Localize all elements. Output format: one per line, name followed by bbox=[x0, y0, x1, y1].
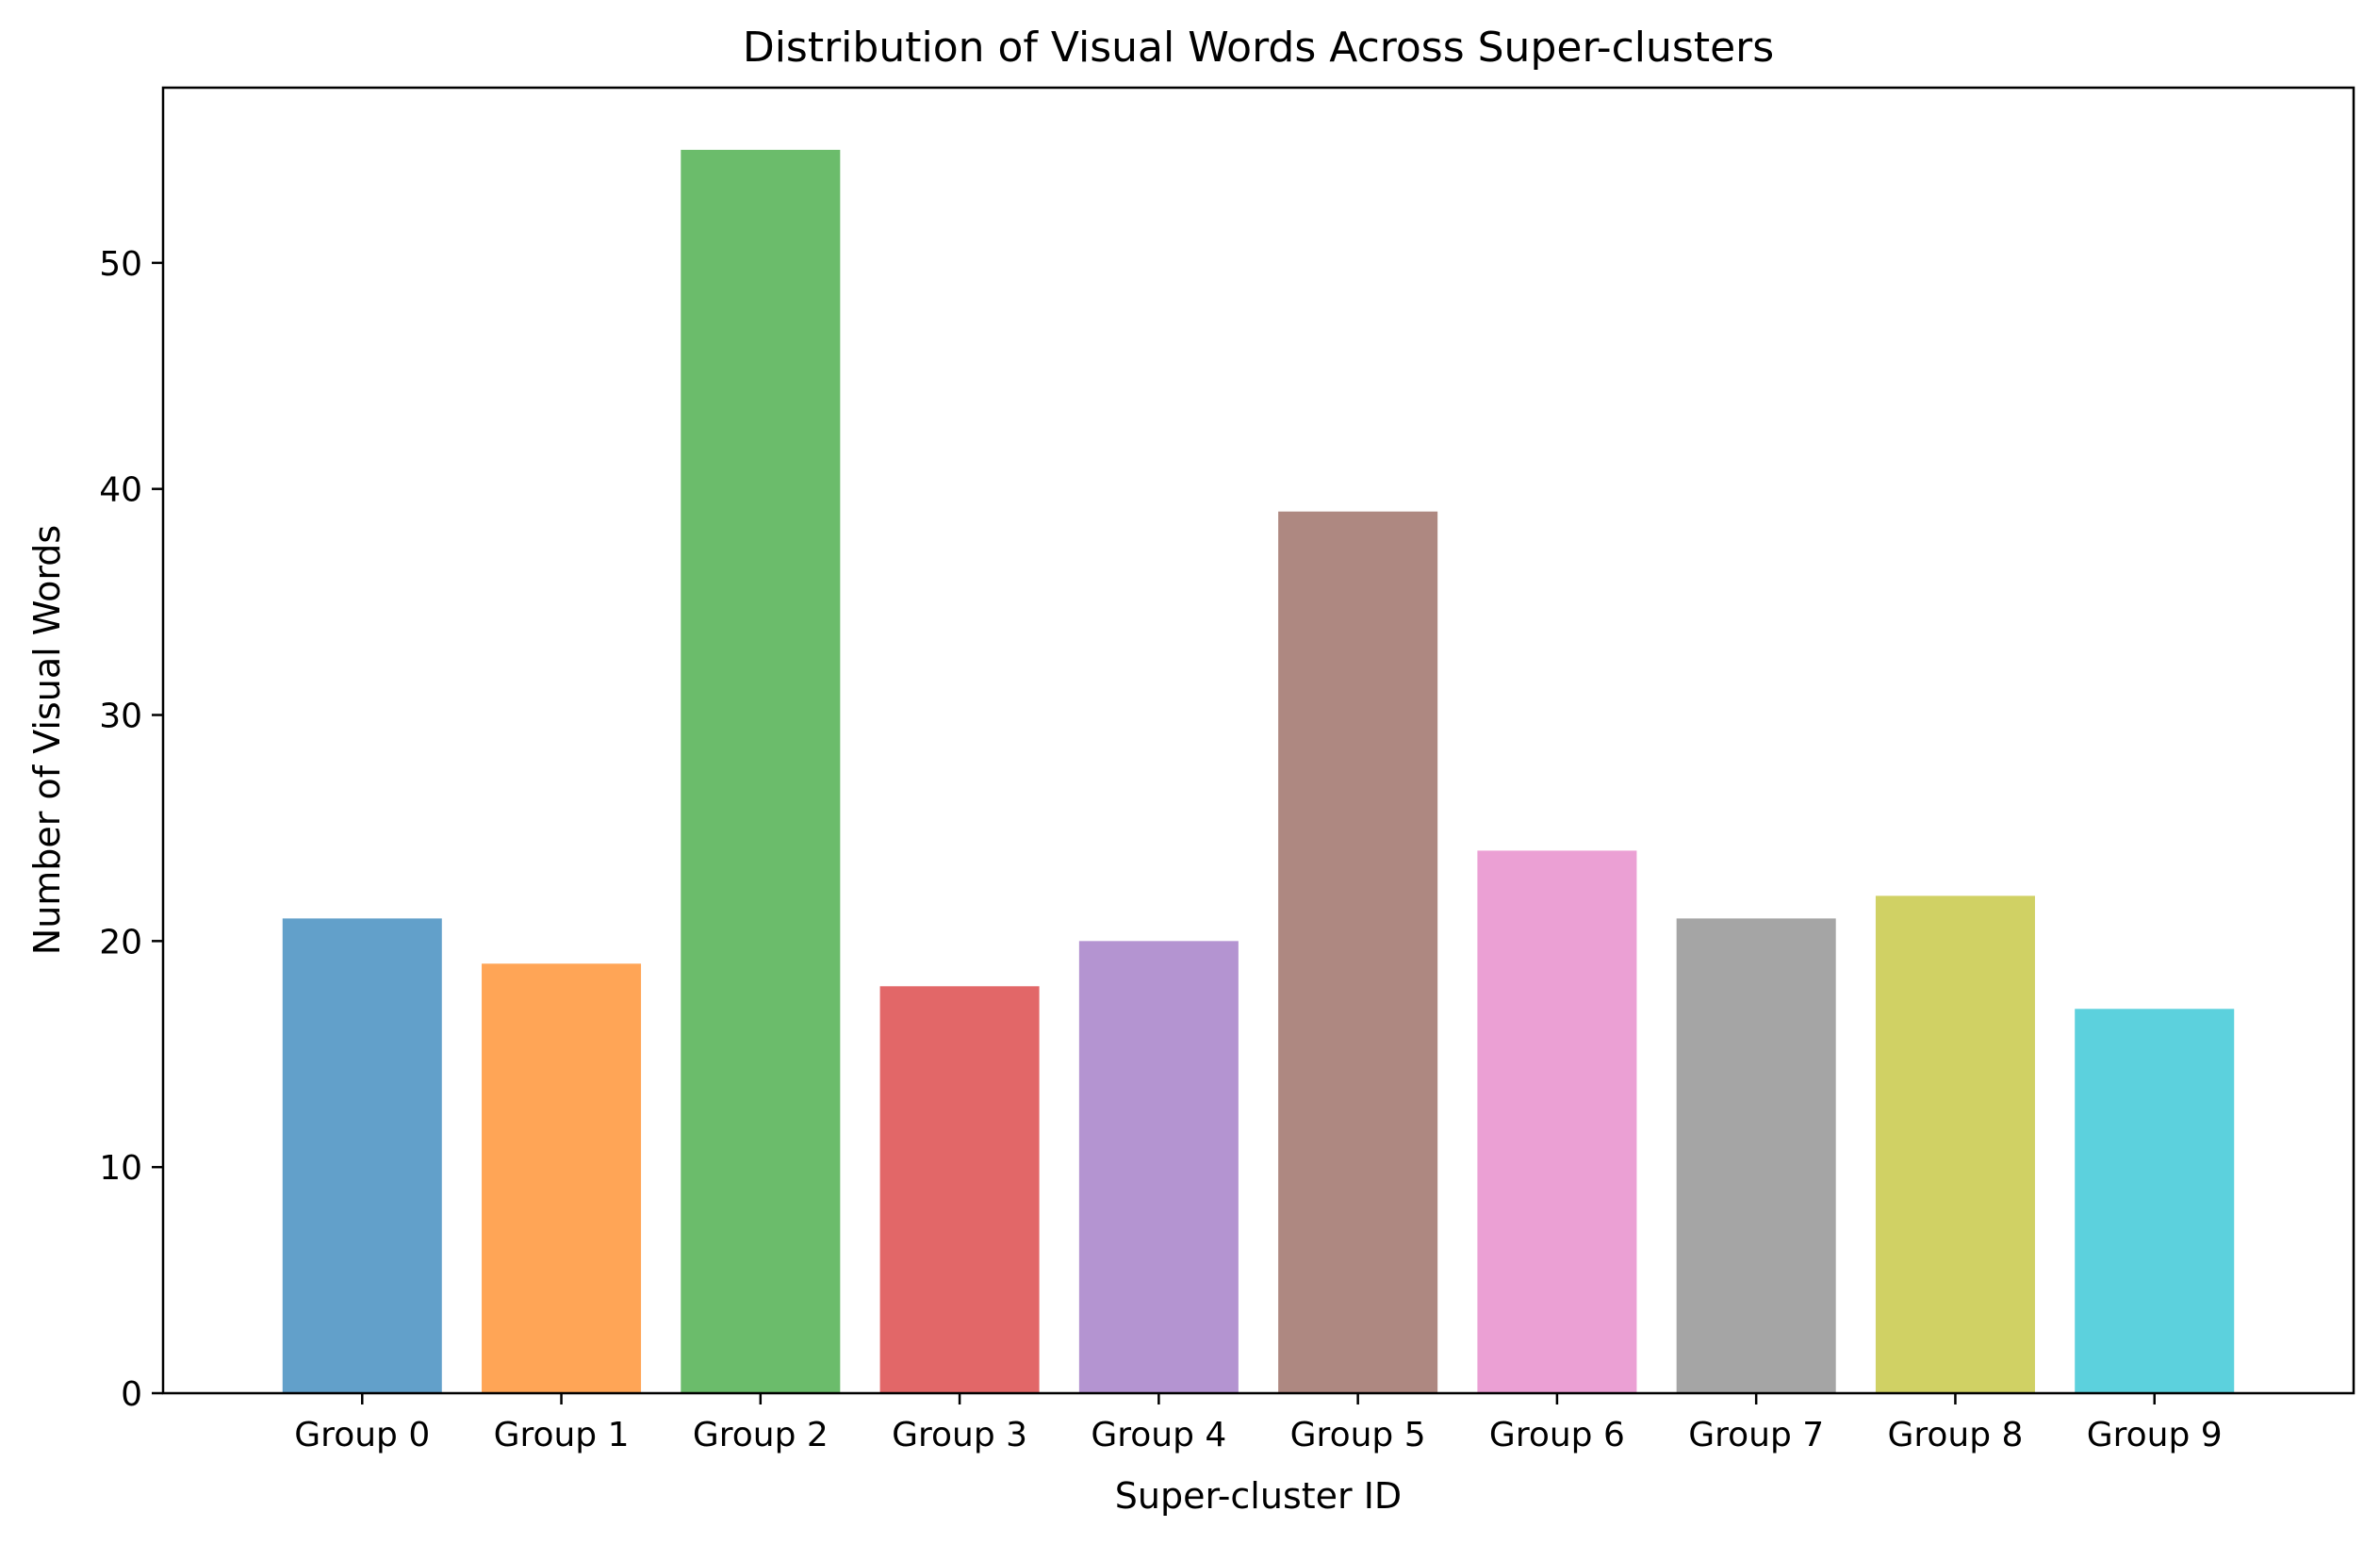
x-tick-label: Group 8 bbox=[1887, 1416, 2023, 1454]
x-tick-label: Group 5 bbox=[1290, 1416, 1426, 1454]
bar-group-0 bbox=[282, 918, 442, 1393]
y-axis-label: Number of Visual Words bbox=[26, 525, 68, 955]
x-tick-label: Group 2 bbox=[693, 1416, 829, 1454]
plot-frame bbox=[161, 86, 2355, 1395]
y-axis-ticks: 0 10 20 30 40 50 bbox=[99, 245, 163, 1414]
x-tick-label: Group 7 bbox=[1688, 1416, 1824, 1454]
y-tick-label: 0 bbox=[121, 1375, 142, 1414]
x-tick-label: Group 0 bbox=[294, 1416, 430, 1454]
bar-group-9 bbox=[2075, 1009, 2235, 1393]
bars-group bbox=[282, 149, 2235, 1393]
x-axis-ticks: Group 0 Group 1 Group 2 Group 3 Group 4 Group… bbox=[294, 1393, 2223, 1454]
bar-group-2 bbox=[681, 149, 841, 1393]
x-tick-label: Group 1 bbox=[494, 1416, 630, 1454]
bar-group-7 bbox=[1676, 918, 1836, 1393]
x-tick-label: Group 9 bbox=[2087, 1416, 2223, 1454]
x-tick-label: Group 6 bbox=[1489, 1416, 1625, 1454]
y-tick-label: 30 bbox=[99, 698, 142, 736]
x-tick-label: Group 4 bbox=[1091, 1416, 1226, 1454]
y-tick-label: 10 bbox=[99, 1149, 142, 1188]
chart-title: Distribution of Visual Words Across Supe… bbox=[743, 24, 1774, 72]
bar-group-1 bbox=[482, 963, 642, 1393]
x-tick-label: Group 3 bbox=[892, 1416, 1027, 1454]
x-axis-label: Super-cluster ID bbox=[1115, 1475, 1402, 1517]
y-tick-label: 50 bbox=[99, 245, 142, 284]
bar-group-4 bbox=[1078, 941, 1239, 1393]
bar-group-3 bbox=[879, 986, 1040, 1393]
bar-group-8 bbox=[1875, 895, 2035, 1393]
y-tick-label: 40 bbox=[99, 471, 142, 510]
bar-group-6 bbox=[1477, 850, 1637, 1393]
y-tick-label: 20 bbox=[99, 923, 142, 961]
bar-group-5 bbox=[1278, 511, 1438, 1393]
